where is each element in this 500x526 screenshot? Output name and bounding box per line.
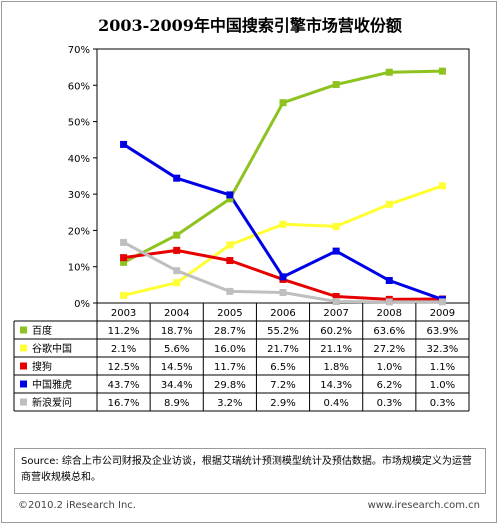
data-label: 3.2%: [217, 398, 242, 409]
data-point: [332, 81, 340, 89]
data-point: [226, 257, 234, 265]
copyright-text: ©2010.2 iResearch Inc.: [18, 500, 136, 511]
source-note: Source: 综合上市公司财报及企业访谈，根据艾瑞统计预测模型统计及预估数据。…: [21, 456, 472, 483]
data-point: [226, 241, 234, 249]
y-tick-label: 70%: [68, 45, 90, 56]
data-point: [226, 191, 234, 199]
x-tick-label: 2005: [217, 308, 242, 319]
x-tick-label: 2006: [270, 308, 295, 319]
x-tick-label: 2007: [323, 308, 348, 319]
data-point: [120, 258, 128, 266]
data-label: 43.7%: [108, 380, 140, 391]
data-label: 12.5%: [108, 362, 140, 373]
data-point: [385, 277, 393, 285]
data-point: [226, 195, 234, 203]
source-note-box: Source: 综合上市公司财报及企业访谈，根据艾瑞统计预测模型统计及预估数据。…: [14, 448, 486, 494]
data-label: 8.9%: [164, 398, 189, 409]
data-label: 18.7%: [161, 326, 193, 337]
data-point: [173, 267, 181, 275]
y-tick-label: 30%: [68, 190, 90, 201]
data-label: 21.1%: [320, 344, 352, 355]
data-label: 21.7%: [267, 344, 299, 355]
data-label: 55.2%: [267, 326, 299, 337]
data-label: 11.2%: [108, 326, 140, 337]
data-label: 0.4%: [323, 398, 348, 409]
data-point: [438, 67, 446, 75]
legend-marker: [20, 344, 27, 352]
data-point: [173, 246, 181, 254]
x-tick-label: 2004: [164, 308, 189, 319]
data-point: [438, 182, 446, 190]
data-point: [173, 279, 181, 287]
legend-label: 搜狗: [32, 360, 52, 373]
data-label: 0.3%: [430, 398, 455, 409]
data-label: 1.0%: [430, 380, 455, 391]
line-chart: 0% 10% 20% 30% 40% 50% 60% 70% 2003 2004 2005 2006 2…: [13, 45, 470, 412]
x-tick-label: 2009: [430, 308, 455, 319]
data-label: 14.5%: [161, 362, 193, 373]
data-label: 60.2%: [320, 326, 352, 337]
data-label: 6.5%: [270, 362, 295, 373]
website-url: www.iresearch.com.cn: [367, 500, 480, 511]
data-point: [279, 273, 287, 281]
data-point: [332, 222, 340, 230]
data-label: 28.7%: [214, 326, 246, 337]
data-label: 16.0%: [214, 344, 246, 355]
legend-marker: [20, 398, 27, 406]
data-point: [279, 288, 287, 296]
legend-marker: [20, 326, 27, 334]
data-point: [385, 200, 393, 208]
data-point: [120, 238, 128, 246]
data-point: [332, 247, 340, 255]
data-label: 63.6%: [373, 326, 405, 337]
data-label: 5.6%: [164, 344, 189, 355]
data-label: 11.7%: [214, 362, 246, 373]
legend-marker: [20, 362, 27, 370]
data-point: [120, 140, 128, 148]
data-label: 32.3%: [427, 344, 459, 355]
data-label: 29.8%: [214, 380, 246, 391]
data-label: 1.0%: [377, 362, 402, 373]
data-point: [438, 298, 446, 306]
legend-label: 谷歌中国: [32, 342, 72, 355]
data-point: [120, 291, 128, 299]
y-tick-label: 60%: [68, 81, 90, 92]
y-tick-label: 50%: [68, 118, 90, 129]
y-tick-label: 20%: [68, 226, 90, 237]
data-label: 63.9%: [427, 326, 459, 337]
data-label: 1.8%: [323, 362, 348, 373]
plot-area: [96, 48, 470, 304]
data-label: 27.2%: [373, 344, 405, 355]
legend-label: 百度: [32, 324, 52, 337]
data-point: [279, 220, 287, 228]
data-label: 0.3%: [377, 398, 402, 409]
y-tick-label: 40%: [68, 154, 90, 165]
data-point: [332, 292, 340, 300]
data-point: [226, 287, 234, 295]
data-label: 16.7%: [108, 398, 140, 409]
data-label: 1.1%: [430, 362, 455, 373]
data-point: [385, 68, 393, 76]
data-point: [173, 174, 181, 182]
x-tick-label: 2003: [111, 308, 136, 319]
data-label: 7.2%: [270, 380, 295, 391]
data-label: 2.9%: [270, 398, 295, 409]
data-point: [385, 298, 393, 306]
data-point: [120, 254, 128, 262]
data-point: [279, 99, 287, 107]
data-label: 34.4%: [161, 380, 193, 391]
y-tick-label: 0%: [74, 299, 90, 310]
data-label: 14.3%: [320, 380, 352, 391]
legend-label: 新浪爱问: [32, 396, 72, 409]
data-point: [332, 298, 340, 306]
x-tick-label: 2008: [377, 308, 402, 319]
data-point: [173, 231, 181, 239]
legend-label: 中国雅虎: [32, 378, 72, 391]
data-label: 6.2%: [377, 380, 402, 391]
legend-marker: [20, 380, 27, 388]
y-tick-label: 10%: [68, 263, 90, 274]
chart-title: 2003-2009年中国搜索引擎市场营收份额: [98, 16, 402, 35]
data-label: 2.1%: [111, 344, 136, 355]
